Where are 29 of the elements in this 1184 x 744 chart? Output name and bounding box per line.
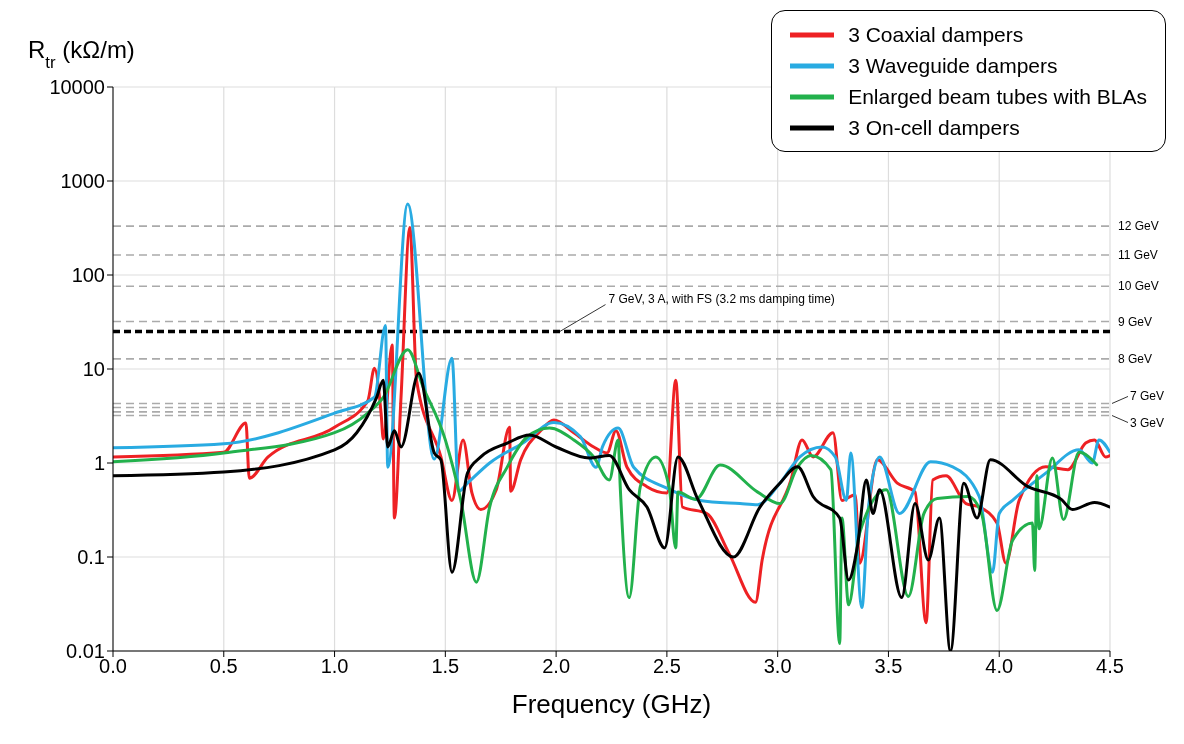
x-tick-label: 2.0 — [542, 655, 571, 678]
x-tick-label: 3.5 — [874, 655, 903, 678]
legend-label: Enlarged beam tubes with BLAs — [848, 84, 1147, 109]
ref-line-label: 9 GeV — [1118, 314, 1153, 329]
ref-line-label: 3 GeV — [1130, 415, 1165, 430]
y-tick-label: 10 — [82, 358, 105, 381]
legend-label: 3 Waveguide dampers — [848, 53, 1058, 78]
y-tick-label: 100 — [71, 264, 105, 287]
ref-line-label: 10 GeV — [1118, 279, 1159, 294]
x-tick-label: 1.5 — [431, 655, 460, 678]
x-tick-label: 2.5 — [652, 655, 681, 678]
x-tick-label: 4.5 — [1096, 655, 1124, 678]
x-axis-title: Frequency (GHz) — [511, 689, 712, 720]
legend-label: 3 On-cell dampers — [848, 115, 1020, 140]
legend-label: 3 Coaxial dampers — [848, 22, 1024, 47]
x-tick-label: 0.5 — [209, 655, 238, 678]
y-tick-label: 1 — [93, 452, 105, 475]
y-axis-title: R$_{tr}$ (kΩ/m) — [28, 36, 135, 72]
y-tick-label: 0.1 — [77, 546, 105, 569]
x-tick-label: 1.0 — [320, 655, 349, 678]
y-tick-label: 1000 — [60, 170, 105, 193]
ref-line-label: 7 GeV — [1130, 389, 1165, 404]
ref-line-label: 12 GeV — [1118, 219, 1159, 234]
ref-line-label: 7 GeV, 3 A, with FS (3.2 ms damping time) — [608, 291, 835, 306]
y-tick-label: 10000 — [49, 76, 105, 99]
ref-line-label: 11 GeV — [1118, 248, 1158, 263]
ref-line-label: 8 GeV — [1118, 351, 1153, 366]
x-tick-label: 4.0 — [985, 655, 1014, 678]
x-tick-label: 3.0 — [763, 655, 792, 678]
